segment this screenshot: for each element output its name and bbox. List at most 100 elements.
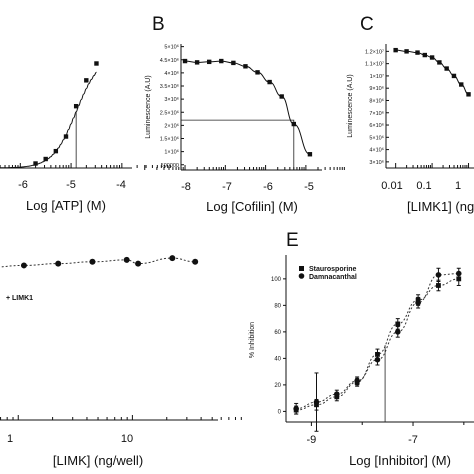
panel-atp-point [94, 61, 99, 66]
panel-inhibitor-y-tick-label: 40 [274, 356, 281, 362]
panel-inhibitor-y-tick-label: 100 [271, 277, 282, 283]
panel-limk-titration-trend-line [0, 257, 196, 268]
panel-limk1-tick-label: 0.1 [416, 180, 431, 192]
panel-limk1-y-tick-label: 7×10⁶ [369, 110, 384, 117]
panel-cofilin-point [231, 60, 236, 66]
panel-limk1-y-tick-label: 1.2×10⁷ [365, 48, 384, 55]
panel-inhibitor-legend: Staurosporine Damnacanthal [298, 266, 357, 281]
panel-atp-point [33, 161, 38, 166]
panel-limk1-points [393, 47, 471, 97]
panel-inhibitor-x-tick-label: -9 [307, 434, 317, 446]
panel-inhibitor-y-tick-label: 0 [278, 409, 282, 415]
panel-limk1-point [451, 73, 457, 79]
panel-cofilin-y-tick-label: 5×10⁶ [164, 44, 179, 51]
panel-cofilin-y-tick-label: 1×10⁶ [164, 149, 179, 156]
panel-limk1-x-ticks [395, 163, 470, 168]
panel-atp-tick-label: -4 [116, 179, 126, 191]
panel-limk1-y-ticks: 3×10⁶ 4×10⁶ 5×10⁶ 6×10⁶ 7×10⁶ 8×10⁶ 9×10⁶ 1×10⁷… [365, 48, 389, 166]
panel-limk1-point [422, 52, 427, 58]
panel-inhibitor-staurosporine-curve [296, 278, 459, 411]
legend-circle-marker [298, 273, 305, 279]
panel-limk-titration-legend: + LIMK1 [6, 295, 33, 302]
panel-limk1-point [444, 66, 449, 71]
panel-limk-titration-x-label: [LIMK] (ng/well) [53, 453, 143, 468]
panel-cofilin-point [219, 58, 224, 64]
panel-cofilin-point [307, 152, 313, 157]
panel-limk-titration-point [169, 255, 176, 262]
panel-limk1-y-tick-label: 3×10⁶ [369, 159, 384, 166]
panel-atp-points [33, 61, 99, 166]
panel-atp-point [73, 103, 79, 109]
panel-cofilin-point [291, 121, 296, 127]
panel-cofilin-y-tick-label: 2×10⁶ [164, 122, 179, 129]
panel-limk-titration-point [20, 262, 27, 269]
panel-limk1-letter: C [360, 14, 374, 35]
panel-limk-titration-point [192, 258, 199, 265]
panel-cofilin-point [194, 60, 200, 65]
panel-cofilin-tick-label: -7 [222, 181, 232, 193]
panel-limk1: C 3×10⁶ 4×10⁶ 5×10⁶ 6×10⁶ 7×10⁶ 8×10⁶ 9×10⁶ 1×1… [347, 14, 474, 214]
panel-inhibitor-x-ticks: -9 -7 [307, 422, 465, 446]
panel-inhibitor-damnacanthal-curve [296, 273, 459, 410]
panel-limk-titration-point [89, 258, 96, 265]
panel-limk1-y-tick-label: 1.1×10⁷ [365, 61, 384, 68]
panel-cofilin-y-label: Luminescence (A.U) [145, 75, 152, 138]
panel-cofilin-y-tick-label: 4.5×10⁶ [160, 57, 179, 64]
panel-inhibitor-y-label: % Inhibition [249, 322, 256, 358]
panel-atp-point [53, 148, 59, 154]
panel-cofilin-fit-curve [184, 60, 311, 155]
panel-inhibitor-y-ticks: 0 20 40 60 80 100 [271, 277, 286, 415]
panel-cofilin-tick-label: -6 [263, 181, 273, 193]
panel-cofilin-point [243, 64, 248, 69]
panel-limk1-point [415, 50, 420, 55]
panel-cofilin-y-tick-label: 500000 [161, 163, 179, 169]
panel-limk1-y-tick-label: 9×10⁶ [369, 85, 384, 92]
panel-inhibitor-damnacanthal-point [415, 299, 421, 306]
panel-limk1-point [459, 82, 464, 87]
panel-limk1-point [437, 60, 442, 65]
panel-limk1-y-tick-label: 4×10⁶ [369, 147, 384, 154]
panel-cofilin-x-ticks [144, 165, 345, 170]
legend-damnacanthal: Damnacanthal [309, 274, 357, 281]
panel-limk1-y-tick-label: 5×10⁶ [369, 134, 384, 141]
panel-atp-point [43, 156, 48, 162]
panel-inhibitor-staurosporine-point [395, 321, 401, 327]
legend-square-marker [299, 266, 304, 271]
panel-inhibitor-damnacanthal-point [455, 270, 462, 277]
panel-limk1-tick-label: 1 [455, 180, 461, 192]
panel-cofilin-letter: B [152, 14, 165, 35]
panel-inhibitor-x-label: Log [Inhibitor] (M) [349, 453, 451, 468]
panel-inhibitor-y-tick-label: 20 [274, 383, 281, 389]
panel-cofilin-point [255, 70, 260, 75]
panel-cofilin-x-label: Log [Cofilin] (M) [206, 199, 298, 214]
panel-limk1-point [466, 92, 471, 97]
panel-cofilin-y-tick-label: 2.5×10⁶ [160, 109, 179, 116]
panel-inhibitor-points [293, 267, 462, 432]
panel-limk-titration-point [55, 260, 62, 267]
panel-limk1-tick-label: 0.01 [381, 180, 402, 192]
panel-cofilin-y-ticks: 500000 1×10⁶ 1.5×10⁶ 2×10⁶ 2.5×10⁶ 3×10⁶ 3.5×1… [160, 44, 184, 169]
panel-limk1-fit-curve [395, 49, 469, 95]
panel-cofilin-points [182, 58, 313, 157]
panel-limk1-y-tick-label: 1×10⁷ [370, 73, 384, 80]
panel-inhibitor-damnacanthal-point [313, 399, 320, 405]
panel-limk-titration-point [123, 256, 130, 263]
panel-cofilin-y-tick-label: 3×10⁶ [164, 96, 179, 103]
panel-cofilin-point [207, 59, 212, 65]
panel-limk-titration-point [135, 260, 142, 267]
panel-inhibitor-y-tick-label: 80 [274, 303, 281, 309]
panel-cofilin: B 500000 1×10⁶ 1.5×10⁶ 2×10⁶ 2.5×10⁶ 3×10⁶ 3.5… [144, 14, 345, 214]
panel-cofilin-y-tick-label: 1.5×10⁶ [160, 136, 179, 143]
panel-limk-titration-x-ticks [0, 415, 242, 420]
panel-atp: -6 -5 -4 Log [ATP] (M) [0, 61, 171, 213]
panel-cofilin-point [279, 94, 284, 99]
panel-limk-titration-tick-label: 10 [121, 433, 133, 445]
panel-atp-point [63, 134, 69, 139]
panel-atp-point [84, 78, 89, 83]
panel-inhibitor-staurosporine-point [436, 283, 441, 288]
panel-limk1-x-label: [LIMK1] (ng [407, 199, 474, 214]
panel-cofilin-y-tick-label: 3.5×10⁶ [160, 83, 179, 90]
panel-inhibitor-damnacanthal-point [354, 378, 360, 384]
panel-inhibitor-y-tick-label: 60 [274, 330, 281, 336]
